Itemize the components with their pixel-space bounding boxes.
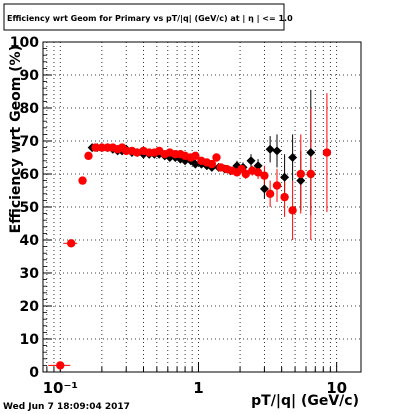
- data-point-red: [260, 171, 269, 180]
- y-tick-label: 20: [20, 299, 40, 315]
- y-tick-label: 90: [20, 68, 40, 84]
- data-point-red: [265, 189, 275, 198]
- y-tick-label: 30: [20, 266, 40, 282]
- data-point-red: [272, 181, 282, 190]
- data-point-black: [259, 184, 269, 194]
- y-tick-label: 50: [20, 200, 40, 216]
- y-tick-label: 40: [20, 233, 40, 249]
- data-point-black: [288, 153, 298, 162]
- y-tick-label: 0: [29, 365, 39, 381]
- x-tick-labels: 10⁻¹ 1 10: [43, 379, 348, 397]
- y-tick-label: 100: [10, 35, 39, 51]
- y-axis-label: Efficiency wrt Geom (%): [8, 45, 24, 233]
- y-tick-labels: 0 10 20 30 40 50 60 70 80 90 100: [10, 35, 39, 381]
- grid: [43, 42, 361, 372]
- data-point-black: [253, 161, 263, 171]
- data-point-red: [67, 239, 76, 248]
- data-point-red: [212, 153, 221, 162]
- timestamp: Wed Jun 7 18:09:04 2017: [3, 402, 130, 412]
- data-point-red: [56, 361, 65, 370]
- data-point-red: [280, 192, 289, 202]
- data-point-red: [296, 169, 305, 179]
- data-point-red: [253, 168, 263, 177]
- data-point-black: [306, 148, 316, 158]
- data-point-red: [191, 151, 200, 161]
- y-tick-label: 80: [20, 101, 40, 117]
- data-point-red: [91, 143, 100, 152]
- data-point-red: [84, 151, 93, 161]
- data-point-black: [272, 146, 282, 156]
- y-tick-label: 70: [20, 134, 40, 150]
- data-point-black: [280, 172, 290, 182]
- axis-ticks: [43, 41, 338, 373]
- data-point-black: [246, 156, 256, 166]
- y-tick-label: 10: [20, 332, 40, 348]
- y-tick-label: 60: [20, 167, 40, 183]
- x-tick-label: 1: [193, 379, 203, 397]
- data-point-red: [306, 169, 316, 179]
- title-box: [3, 3, 285, 31]
- x-axis-label: pT/|q| (GeV/c): [251, 393, 359, 409]
- chart-title: Efficiency wrt Geom for Primary vs pT/|q…: [7, 14, 293, 23]
- data-point-red: [241, 169, 250, 179]
- data-point-black: [265, 144, 275, 154]
- x-tick-label: 10⁻¹: [43, 379, 78, 397]
- data-point-red: [132, 148, 142, 157]
- data-point-red: [288, 206, 297, 215]
- data-point-red: [322, 148, 332, 157]
- data-point-black: [296, 176, 306, 186]
- data-point-red: [207, 159, 217, 169]
- plot-frame: [42, 41, 362, 373]
- data-markers: [56, 143, 332, 370]
- x-tick-label: 10: [326, 379, 347, 397]
- data-point-red: [78, 176, 87, 185]
